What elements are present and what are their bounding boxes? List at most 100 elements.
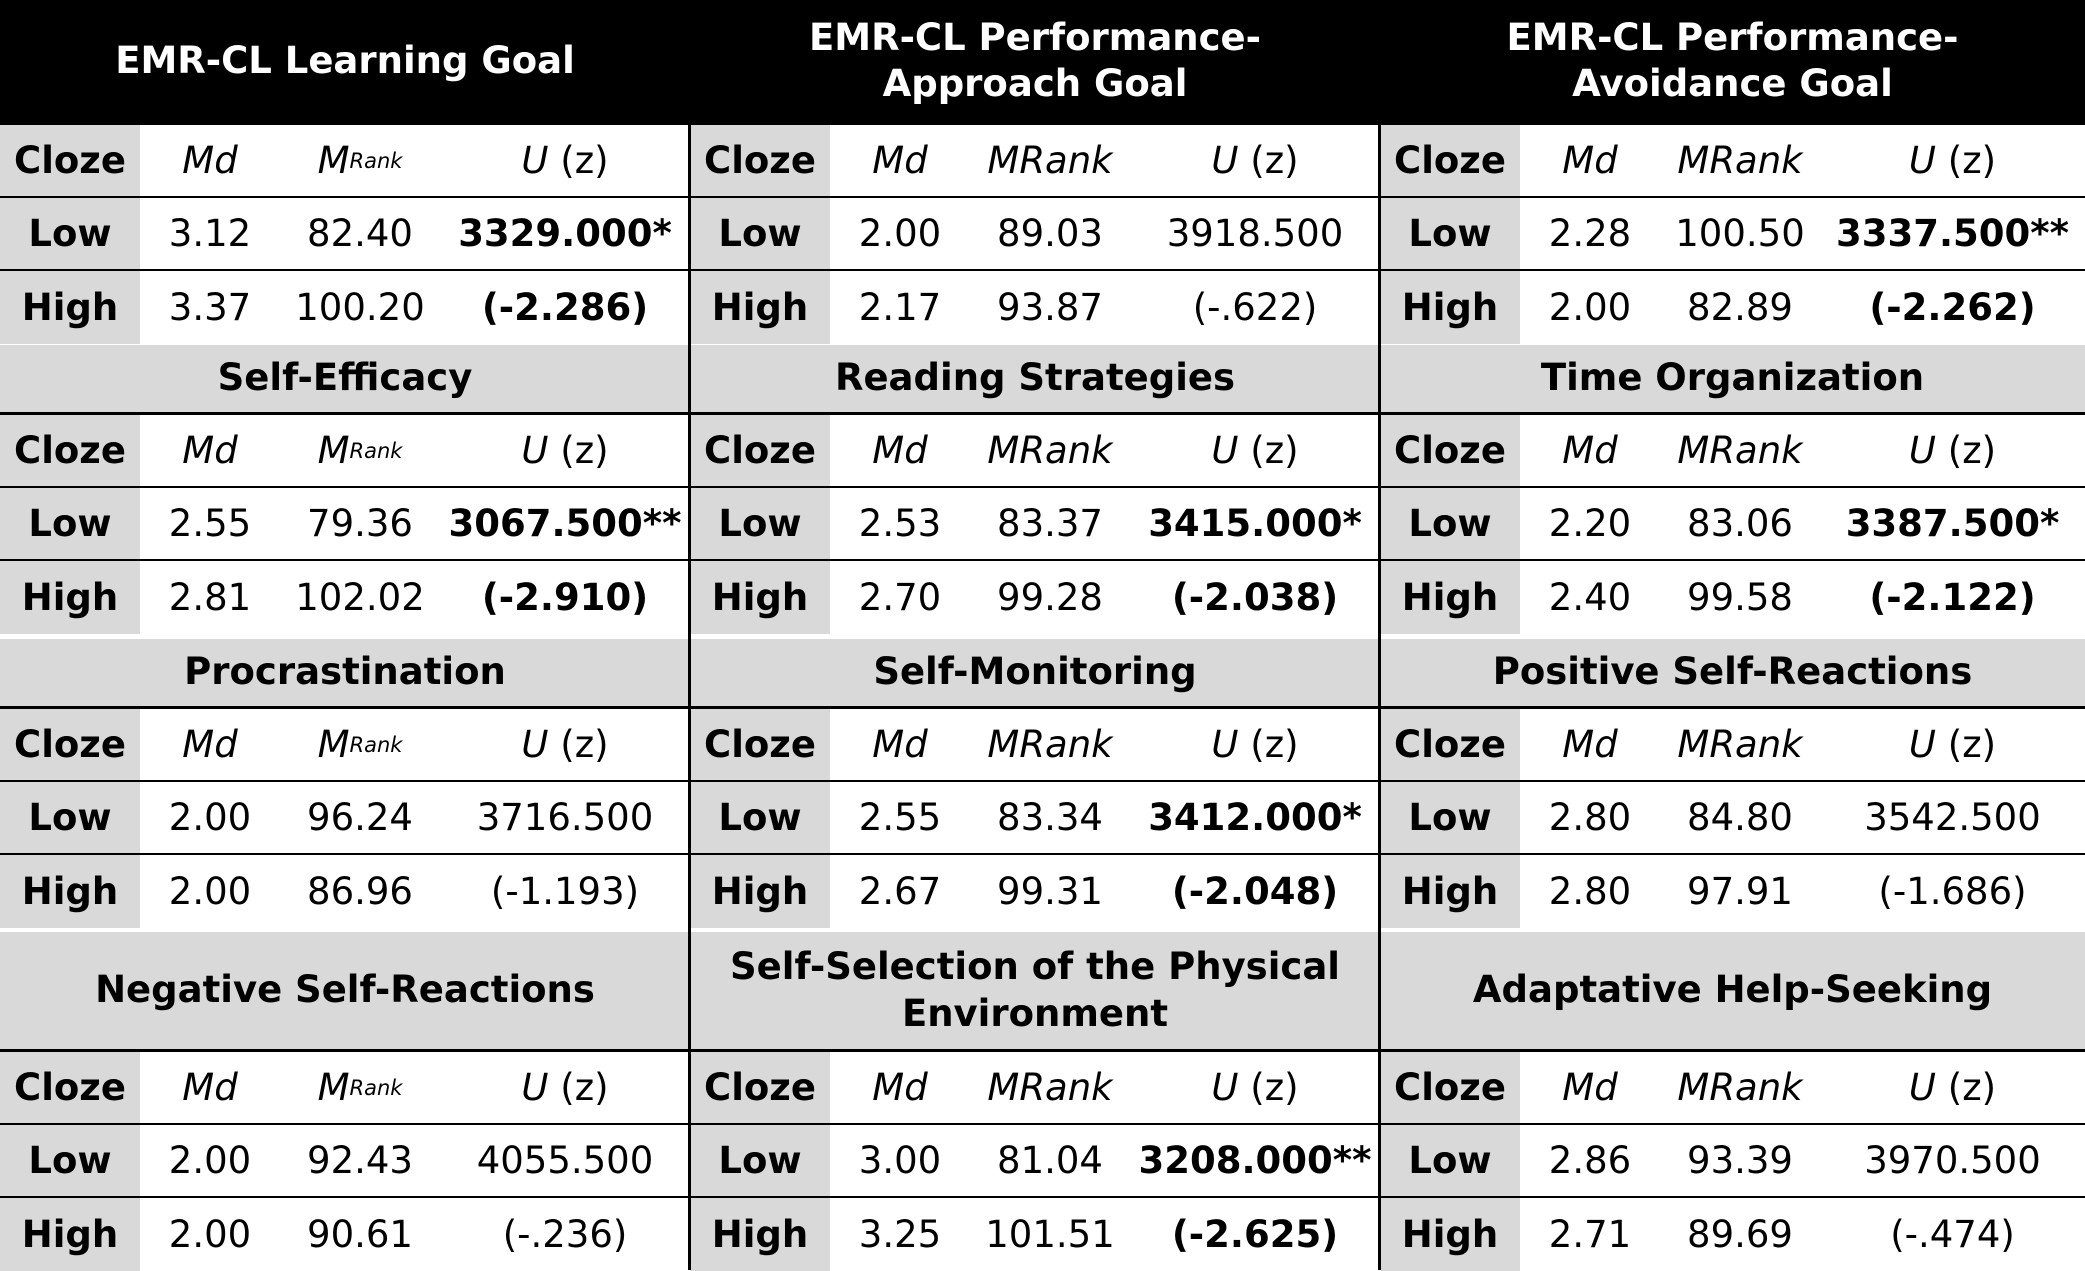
high-label: High <box>1380 271 1520 344</box>
mrank-subscript: Rank <box>349 148 403 173</box>
high-label: High <box>0 561 140 634</box>
section-title: Reading Strategies <box>834 356 1236 400</box>
z-label: (z) <box>1250 723 1299 766</box>
mrank-value: 97.91 <box>1687 870 1793 913</box>
md-value: 2.55 <box>858 796 942 839</box>
mrank-value: 83.34 <box>997 796 1103 839</box>
high-label: High <box>1380 1198 1520 1271</box>
mrank-value: 84.80 <box>1687 796 1793 839</box>
u-value: 3716.500 <box>476 796 654 839</box>
low-label: Low <box>0 198 140 269</box>
u-label: U <box>1908 1066 1937 1109</box>
low-label: Low <box>1380 1125 1520 1196</box>
z-label: (z) <box>560 723 609 766</box>
mrank-m: M <box>317 139 350 182</box>
z-label: (z) <box>1250 429 1299 472</box>
mrank-value: 100.50 <box>1675 212 1805 255</box>
low-row: Low 2.28 100.50 3337.500** <box>1380 198 2085 271</box>
spacer <box>1936 1066 1948 1109</box>
mrank-label: MRank <box>1677 723 1803 766</box>
low-row: Low 2.80 84.80 3542.500 <box>1380 782 2085 855</box>
spacer <box>1239 1066 1251 1109</box>
high-row: High 3.37 100.20 (-2.286) <box>0 271 690 344</box>
cloze-label: Cloze <box>690 125 830 196</box>
high-row: High 2.00 82.89 (-2.262) <box>1380 271 2085 344</box>
low-row: Low 2.53 83.37 3415.000* <box>690 488 1380 561</box>
u-label: U <box>1908 723 1937 766</box>
md-value: 2.00 <box>168 1213 252 1256</box>
z-label: (z) <box>1947 429 1997 472</box>
u-z-label: U (z) <box>1820 125 2085 196</box>
u-z-label: U (z) <box>1130 709 1380 780</box>
u-value: 3415.000* <box>1148 502 1362 545</box>
mrank-value: 90.61 <box>307 1213 413 1256</box>
u-value: (-.236) <box>502 1213 628 1256</box>
low-row: Low 2.00 89.03 3918.500 <box>690 198 1380 271</box>
z-label: (z) <box>1947 723 1997 766</box>
spacer <box>549 139 561 182</box>
z-label: (z) <box>560 1066 609 1109</box>
md-value: 3.00 <box>858 1139 942 1182</box>
low-row: Low 3.12 82.40 3329.000* <box>0 198 690 271</box>
mrank-value: 101.51 <box>985 1213 1115 1256</box>
cloze-label: Cloze <box>1380 415 1520 486</box>
mrank-value: 82.89 <box>1687 286 1793 329</box>
u-label: U <box>1908 139 1937 182</box>
md-value: 2.81 <box>168 576 252 619</box>
high-label: High <box>690 1198 830 1271</box>
u-value: 3067.500** <box>448 502 682 545</box>
spacer <box>1239 139 1251 182</box>
section-title: EMR-CL Performance-Avoidance Goal <box>1506 15 1959 105</box>
section-body: Cloze Md MRank U (z) Low 3.00 81.04 3208.000** H… <box>690 1052 1380 1271</box>
mrank-label: MRank <box>987 139 1113 182</box>
spacer <box>549 1066 561 1109</box>
u-label: U <box>521 1066 549 1109</box>
mrank-m: M <box>317 429 350 472</box>
high-label: High <box>690 561 830 634</box>
high-label: High <box>0 1198 140 1271</box>
md-label: Md <box>1562 429 1618 472</box>
u-value: (-2.910) <box>481 576 649 619</box>
md-label: Md <box>182 1066 238 1109</box>
section-title: Self-Monitoring <box>873 650 1197 694</box>
md-value: 2.00 <box>1548 286 1632 329</box>
md-label: Md <box>182 723 238 766</box>
low-row: Low 2.86 93.39 3970.500 <box>1380 1125 2085 1198</box>
high-row: High 2.40 99.58 (-2.122) <box>1380 561 2085 634</box>
u-label: U <box>1211 1066 1239 1109</box>
u-z-label: U (z) <box>440 415 690 486</box>
high-label: High <box>1380 561 1520 634</box>
mrank-label: MRank <box>1677 139 1803 182</box>
u-value: 3542.500 <box>1864 796 2041 839</box>
cloze-label: Cloze <box>690 709 830 780</box>
md-value: 2.80 <box>1548 870 1632 913</box>
high-label: High <box>690 271 830 344</box>
low-label: Low <box>1380 488 1520 559</box>
low-label: Low <box>0 782 140 853</box>
high-row: High 2.00 86.96 (-1.193) <box>0 855 690 928</box>
section-body: Cloze Md M Rank U (z) Low 2.00 92.43 4055.500 Hig… <box>0 1052 690 1271</box>
u-z-label: U (z) <box>440 125 690 196</box>
mrank-subscript: Rank <box>349 732 403 757</box>
md-value: 3.37 <box>168 286 252 329</box>
column-divider <box>1378 0 1381 1270</box>
u-label: U <box>1211 429 1239 472</box>
section-body: Cloze Md M Rank U (z) Low 2.55 79.36 3067.500** H… <box>0 415 690 634</box>
high-row: High 2.17 93.87 (-.622) <box>690 271 1380 344</box>
md-value: 2.00 <box>168 870 252 913</box>
u-label: U <box>1211 723 1239 766</box>
low-label: Low <box>0 488 140 559</box>
low-row: Low 2.00 96.24 3716.500 <box>0 782 690 855</box>
mrank-m: M <box>317 1066 350 1109</box>
section-header: EMR-CL Performance-Approach Goal <box>690 0 1380 125</box>
high-label: High <box>0 271 140 344</box>
spacer <box>1239 429 1251 472</box>
section-body: Cloze Md MRank U (z) Low 2.86 93.39 3970.500 Hig… <box>1380 1052 2085 1271</box>
mrank-value: 83.37 <box>997 502 1103 545</box>
cloze-label: Cloze <box>1380 125 1520 196</box>
